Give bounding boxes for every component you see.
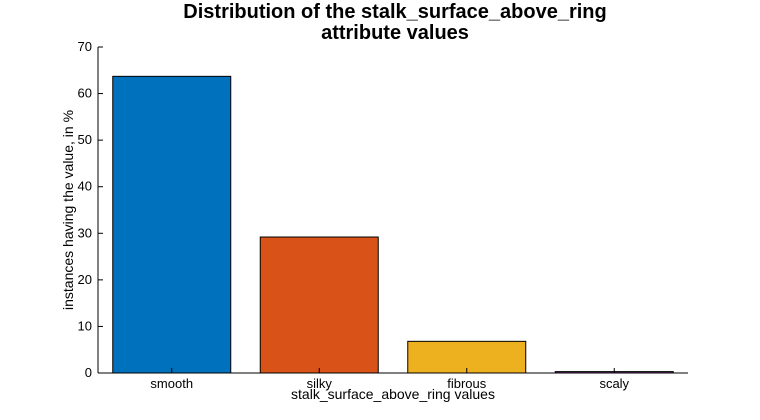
y-tick-label: 30 — [78, 225, 92, 240]
y-tick-label: 50 — [78, 132, 92, 147]
bar-fibrous — [407, 340, 527, 374]
y-tick-label: 60 — [78, 86, 92, 101]
x-axis-label: stalk_surface_above_ring values — [291, 386, 495, 402]
x-axis-tick-labels: smooth silky fibrous scaly — [150, 368, 630, 391]
y-tick-label: 20 — [78, 272, 92, 287]
bar-smooth — [112, 75, 232, 374]
y-tick-label: 40 — [78, 179, 92, 194]
y-tick-label: 70 — [78, 39, 92, 54]
bar-silky — [259, 236, 379, 374]
chart-title-line-1: Distribution of the stalk_surface_above_… — [183, 1, 606, 23]
y-tick-label: 10 — [78, 318, 92, 333]
x-tick-label-scaly: scaly — [599, 376, 629, 391]
y-axis-ticks: 0 10 20 30 40 50 60 70 — [78, 39, 103, 380]
x-tick-label-fibrous: fibrous — [447, 376, 487, 391]
x-tick-label-smooth: smooth — [150, 376, 193, 391]
chart-title-line-2: attribute values — [321, 22, 469, 44]
bars — [112, 75, 674, 374]
y-axis-label: instances having the value, in % — [60, 110, 76, 310]
x-tick-label-silky: silky — [307, 376, 333, 391]
y-tick-label: 0 — [85, 365, 92, 380]
